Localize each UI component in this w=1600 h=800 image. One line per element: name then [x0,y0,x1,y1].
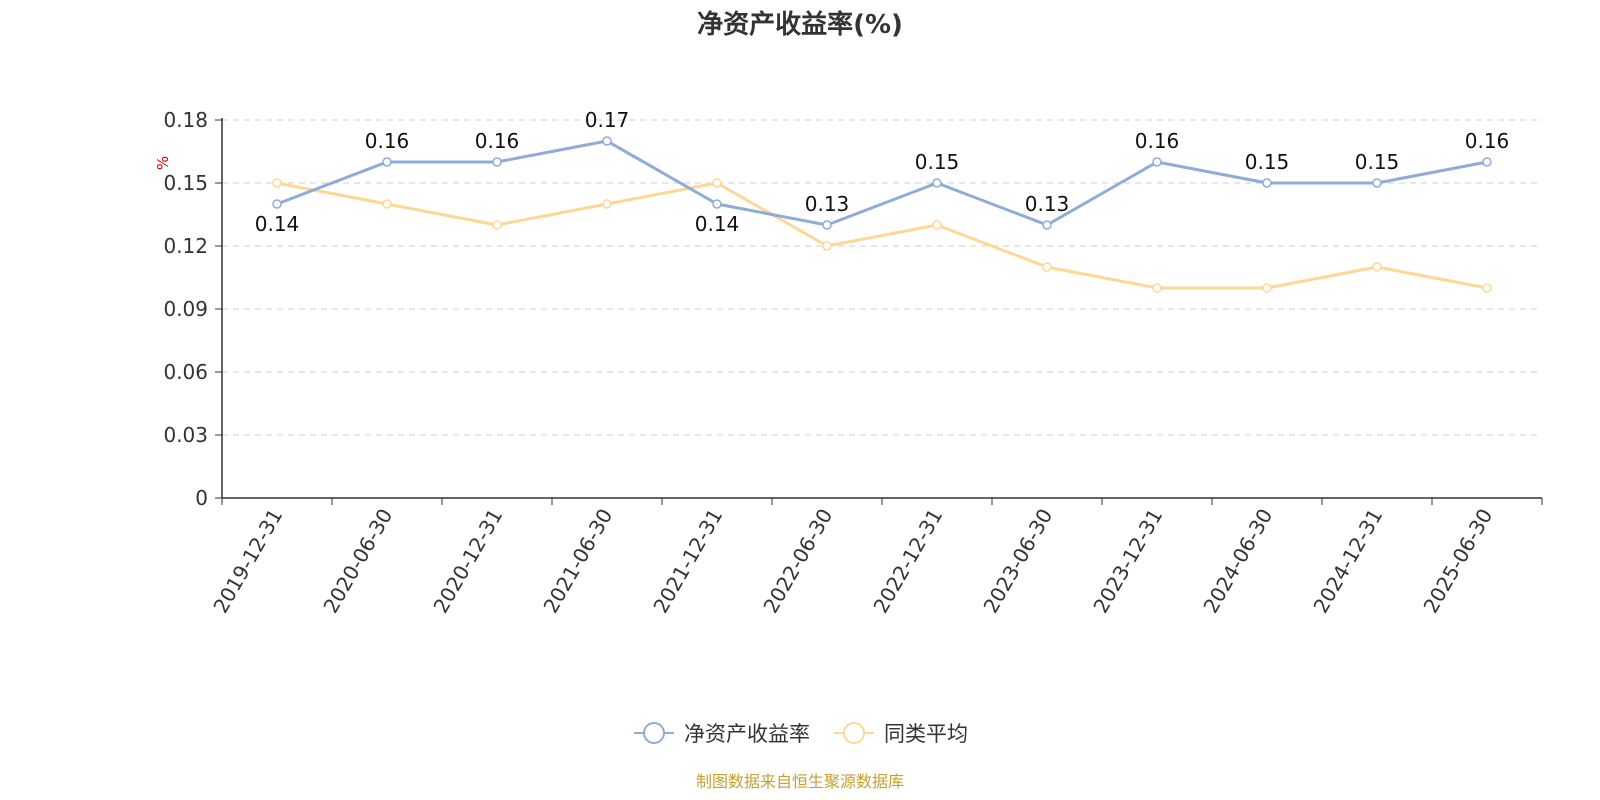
data-point-series-1 [492,157,502,167]
x-tick-label: 2021-12-31 [648,505,727,618]
data-point-series-2 [822,241,832,251]
y-tick-label: 0.06 [163,360,208,384]
data-point-series-1 [272,199,282,209]
legend-label-series-1: 净资产收益率 [684,722,810,746]
data-point-series-1 [1482,157,1492,167]
series-line-2 [276,181,1488,290]
data-point-series-1 [1042,220,1052,230]
data-point-series-2 [602,199,612,209]
x-tick-label: 2021-06-30 [538,505,617,618]
data-point-series-1 [382,157,392,167]
line-chart: 0 0.03 0.06 0.09 0.12 0.15 0.18% 2019-12-31 2020… [154,108,1543,618]
data-label: 0.16 [1465,129,1510,153]
chart-title: 净资产收益率(%) [697,10,903,40]
data-point-series-2 [1042,262,1052,272]
legend-item-series-2[interactable]: 同类平均 [832,718,968,748]
data-point-series-1 [932,178,942,188]
y-tick-label: 0.09 [163,297,208,321]
series-line-1 [276,139,1488,227]
data-label: 0.15 [1355,150,1400,174]
legend: 净资产收益率 同类平均 [0,718,1600,748]
x-tick-label: 2020-12-31 [428,505,507,618]
x-tick-label: 2020-06-30 [318,505,397,618]
data-point-series-2 [1482,283,1492,293]
data-point-series-1 [602,136,612,146]
data-label: 0.16 [365,129,410,153]
data-point-series-2 [932,220,942,230]
data-point-series-2 [1372,262,1382,272]
data-point-series-1 [1262,178,1272,188]
y-axis-unit: % [154,156,172,170]
x-tick-label: 2024-12-31 [1308,505,1387,618]
x-tick-label: 2022-06-30 [758,505,837,618]
data-point-series-1 [1152,157,1162,167]
data-label: 0.16 [1135,129,1180,153]
x-tick-label: 2023-12-31 [1088,505,1167,618]
data-label: 0.14 [695,212,740,236]
data-point-series-2 [382,199,392,209]
legend-label-series-2: 同类平均 [884,722,968,746]
x-tick-label: 2019-12-31 [208,505,287,618]
data-point-series-2 [1152,283,1162,293]
y-tick-label: 0.03 [163,423,208,447]
data-label: 0.13 [1025,192,1070,216]
data-label: 0.15 [1245,150,1290,174]
source-footer: 制图数据来自恒生聚源数据库 [695,772,904,791]
legend-swatch-series-1 [634,722,674,744]
data-label: 0.13 [805,192,850,216]
y-tick-label: 0.18 [163,108,208,132]
data-point-series-2 [272,178,282,188]
x-tick-label: 2025-06-30 [1418,505,1497,618]
legend-item-series-1[interactable]: 净资产收益率 [632,718,810,748]
data-point-series-1 [1372,178,1382,188]
x-tick-label: 2024-06-30 [1198,505,1277,618]
data-point-series-2 [492,220,502,230]
data-point-series-1 [712,199,722,209]
y-tick-label: 0.12 [163,234,208,258]
data-point-series-1 [822,220,832,230]
data-label: 0.14 [255,212,300,236]
data-point-series-2 [1262,283,1272,293]
data-label: 0.16 [475,129,520,153]
y-tick-label: 0.15 [163,171,208,195]
data-point-series-2 [712,178,722,188]
x-tick-label: 2022-12-31 [868,505,947,618]
x-tick-label: 2023-06-30 [978,505,1057,618]
y-tick-label: 0 [195,486,208,510]
data-label: 0.17 [585,108,630,132]
data-label: 0.15 [915,150,960,174]
legend-swatch-series-2 [834,722,874,744]
